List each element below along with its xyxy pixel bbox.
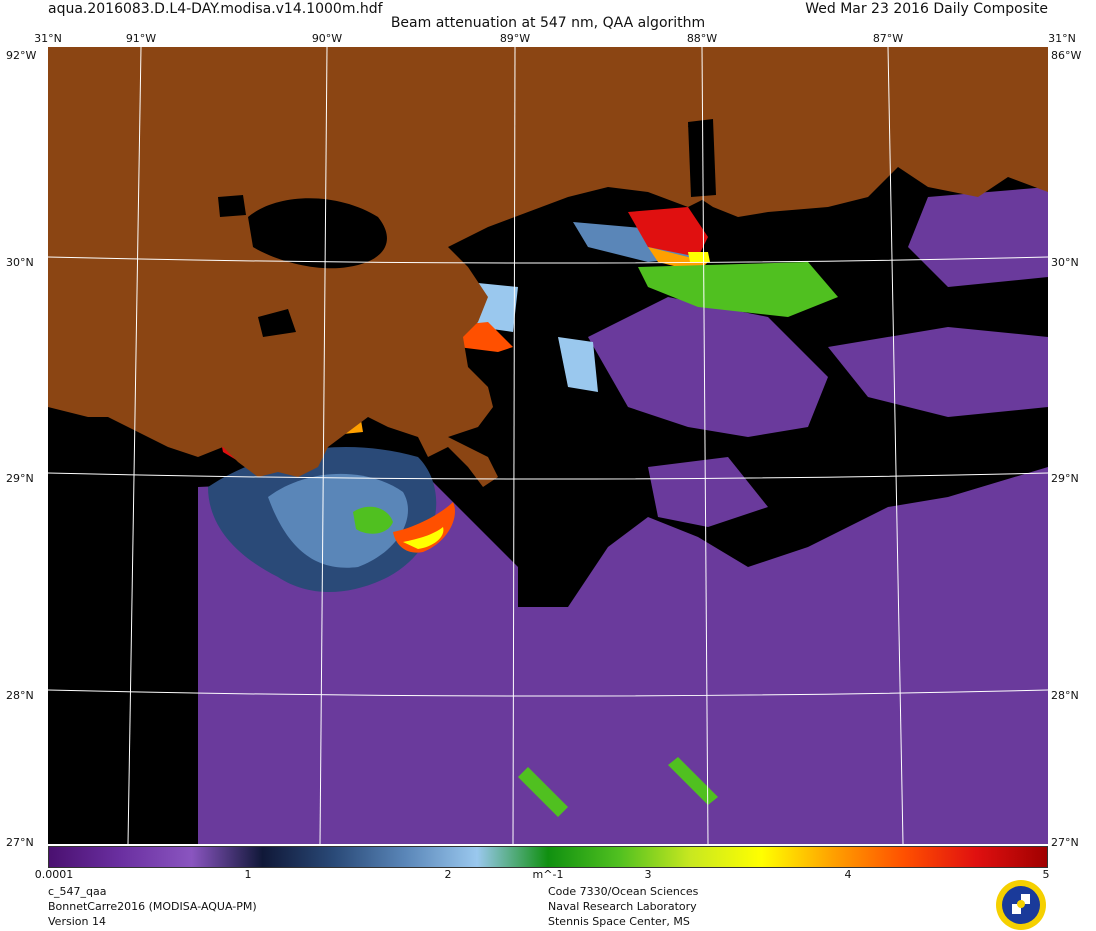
product-label: c_547_qaa — [48, 885, 107, 898]
colorbar-tick-2: 2 — [444, 868, 452, 881]
lon-label-89w: 89°W — [499, 32, 531, 45]
lat-right-29n: 29°N — [1051, 472, 1079, 485]
version-label: Version 14 — [48, 915, 106, 928]
colorbar-tick-5: 5 — [1042, 868, 1050, 881]
corner-left-lon-label: 92°W — [6, 49, 37, 62]
corner-top-right-label: 31°N — [1048, 32, 1076, 45]
map-title: Beam attenuation at 547 nm, QAA algorith… — [390, 15, 706, 31]
water-purple-regions — [198, 187, 1048, 844]
lakes — [218, 119, 716, 337]
filename-label: aqua.2016083.D.L4-DAY.modisa.v14.1000m.h… — [48, 1, 383, 17]
map-canvas — [48, 47, 1048, 844]
dataset-label: BonnetCarre2016 (MODISA-AQUA-PM) — [48, 900, 257, 913]
high-attenuation-patches — [218, 207, 838, 817]
land-mass — [48, 47, 1048, 487]
lat-left-29n: 29°N — [6, 472, 34, 485]
corner-right-lon-label: 86°W — [1051, 49, 1082, 62]
lon-label-87w: 87°W — [872, 32, 904, 45]
org-line-2: Naval Research Laboratory — [548, 900, 697, 913]
colorbar-tick-4: 4 — [844, 868, 852, 881]
lon-label-91w: 91°W — [125, 32, 157, 45]
satellite-map — [48, 47, 1048, 844]
lon-label-90w: 90°W — [311, 32, 343, 45]
river-plume — [208, 222, 698, 592]
lat-left-28n: 28°N — [6, 689, 34, 702]
nrl-seal-icon — [996, 880, 1046, 930]
colorbar — [48, 846, 1048, 868]
org-line-3: Stennis Space Center, MS — [548, 915, 690, 928]
lat-left-27n: 27°N — [6, 836, 34, 849]
lon-label-88w: 88°W — [686, 32, 718, 45]
colorbar-unit: m^-1 — [532, 868, 564, 881]
colorbar-tick-1: 1 — [244, 868, 252, 881]
org-line-1: Code 7330/Ocean Sciences — [548, 885, 699, 898]
graticule — [48, 47, 1048, 844]
lat-left-30n: 30°N — [6, 256, 34, 269]
date-label: Wed Mar 23 2016 Daily Composite — [805, 1, 1048, 17]
lat-right-28n: 28°N — [1051, 689, 1079, 702]
corner-top-left-label: 31°N — [34, 32, 62, 45]
lat-right-30n: 30°N — [1051, 256, 1079, 269]
lat-right-27n: 27°N — [1051, 836, 1079, 849]
colorbar-tick-3: 3 — [644, 868, 652, 881]
colorbar-tick-0: 0.0001 — [34, 868, 74, 881]
